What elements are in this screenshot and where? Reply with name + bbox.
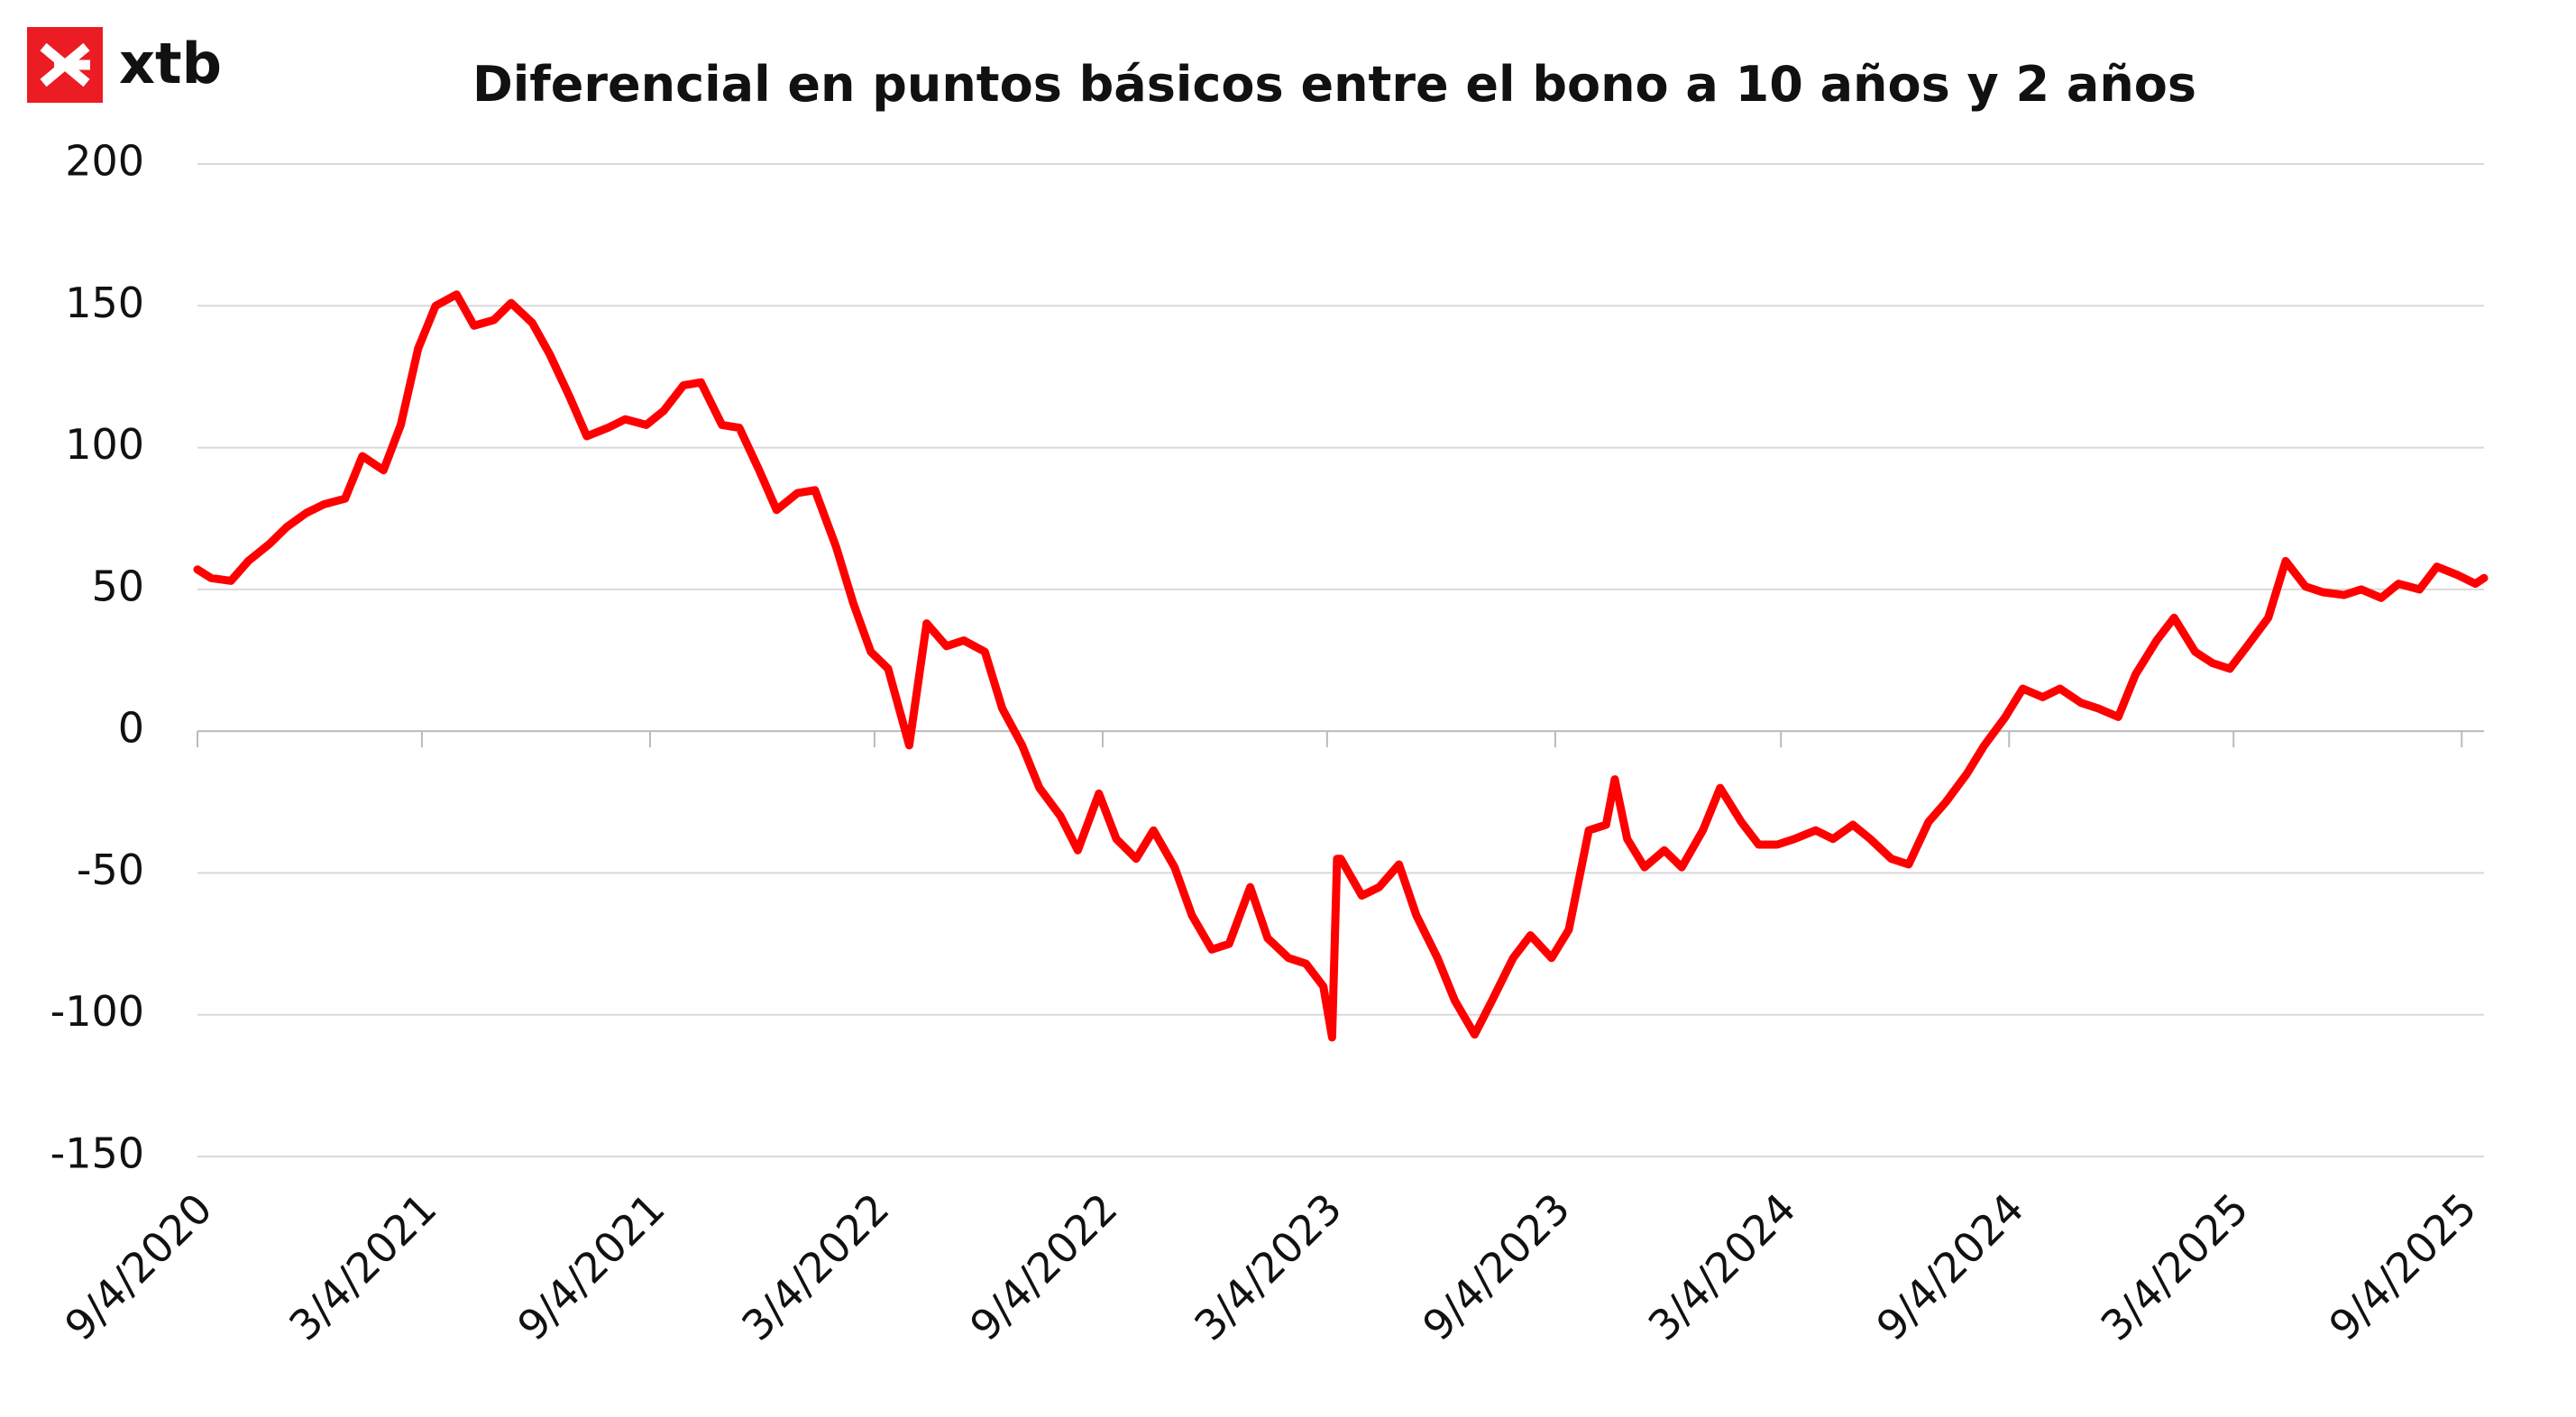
chart-title: Diferencial en puntos básicos entre el b… [472, 56, 2196, 113]
y-tick-label: 50 [91, 562, 144, 610]
logo: xtb [27, 27, 222, 103]
y-tick-label: -150 [50, 1129, 144, 1178]
logo-text: xtb [119, 31, 222, 96]
y-tick-label: -100 [50, 987, 144, 1036]
y-tick-label: 200 [65, 137, 144, 186]
y-tick-label: 150 [65, 279, 144, 327]
y-tick-label: -50 [77, 846, 144, 894]
logo-icon [40, 42, 90, 87]
y-tick-label: 100 [65, 420, 144, 469]
data-line [193, 290, 2489, 1042]
y-tick-label: 0 [118, 704, 144, 753]
